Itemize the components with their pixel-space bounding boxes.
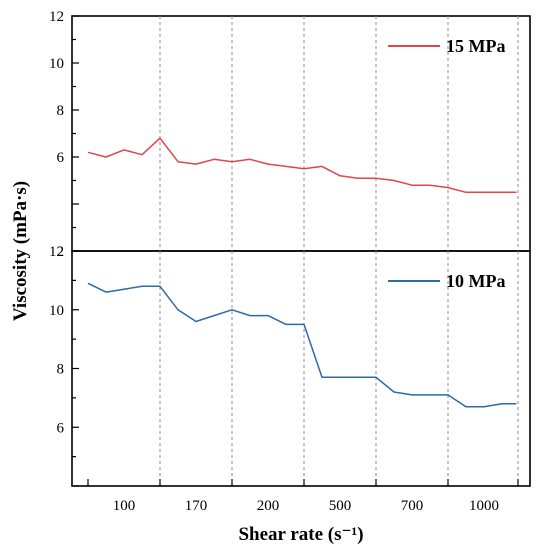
y-tick-label: 10 bbox=[49, 303, 64, 319]
x-tick-label: 100 bbox=[113, 498, 136, 514]
y-tick-label: 12 bbox=[49, 9, 64, 25]
x-tick-label: 170 bbox=[185, 498, 208, 514]
legend-label: 10 MPa bbox=[446, 271, 505, 291]
series-line-15-mpa bbox=[87, 137, 517, 194]
y-tick-label: 12 bbox=[49, 244, 64, 260]
y-axis-title: Viscosity (mPa·s) bbox=[10, 181, 31, 321]
x-tick-label: 700 bbox=[401, 498, 424, 514]
series-line-10-mpa bbox=[87, 282, 517, 408]
legend-label: 15 MPa bbox=[446, 36, 505, 56]
y-tick-label: 6 bbox=[57, 150, 65, 166]
y-tick-label: 10 bbox=[49, 56, 64, 72]
x-tick-label: 1000 bbox=[469, 498, 499, 514]
y-tick-label: 8 bbox=[57, 103, 65, 119]
y-tick-label: 8 bbox=[57, 362, 65, 378]
x-tick-label: 500 bbox=[329, 498, 352, 514]
x-axis-title: Shear rate (s⁻¹) bbox=[238, 524, 363, 545]
y-tick-label: 6 bbox=[57, 420, 65, 436]
x-tick-label: 200 bbox=[257, 498, 280, 514]
y-tick-label: 2 bbox=[57, 244, 65, 260]
